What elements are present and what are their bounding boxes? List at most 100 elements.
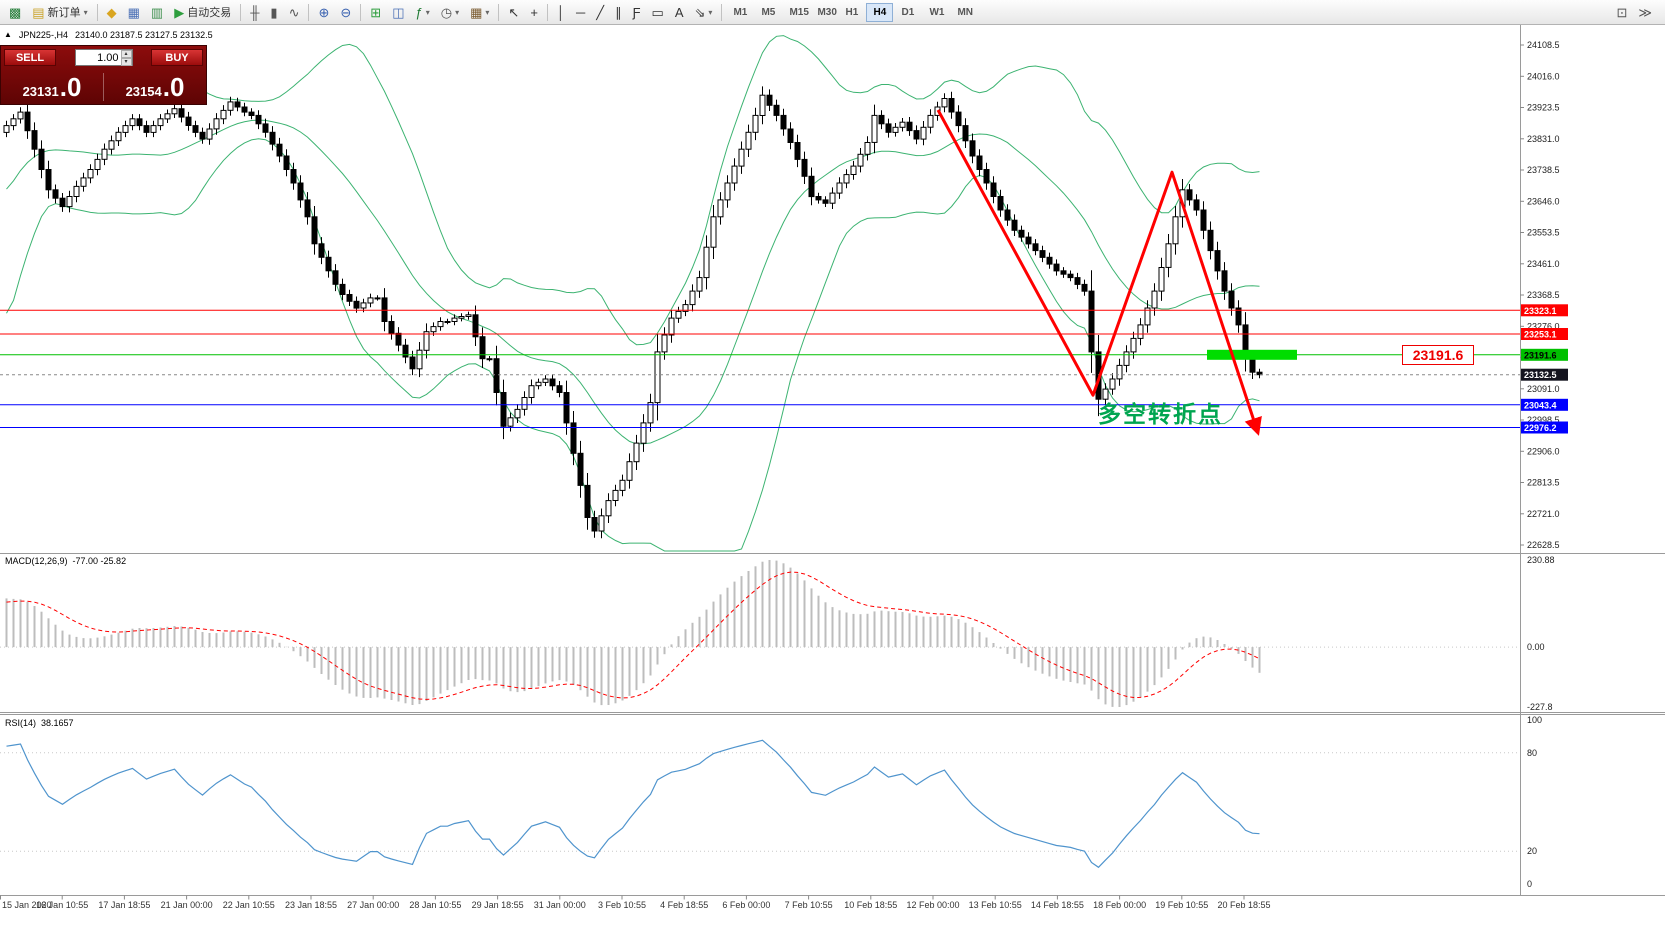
zoom-in-button[interactable]: ⊕ (313, 2, 334, 23)
support-highlight-bar[interactable] (1207, 349, 1297, 360)
volume-down-button[interactable]: ▾ (120, 58, 132, 66)
zoom-out-button[interactable]: ⊖ (335, 2, 356, 23)
bear-candle (563, 392, 570, 424)
price-axis-tag: 23043.4 (1521, 398, 1568, 411)
one-click-trading-toggle-icon[interactable]: ▲ (4, 30, 12, 39)
bull-candle (920, 126, 927, 140)
bull-candle (451, 317, 458, 323)
tile-windows-icon[interactable]: ⊞ (365, 2, 386, 23)
timeframe-mn[interactable]: MN (950, 3, 977, 22)
price-axis-label: 24016.0 (1527, 71, 1560, 81)
price-axis-label: 24108.5 (1527, 40, 1560, 50)
bear-candle (1053, 263, 1060, 272)
autotrading-button[interactable]: ▶ 自动交易 (169, 2, 236, 23)
bull-candle (626, 461, 633, 481)
bear-candle (584, 484, 591, 518)
time-axis-label: 6 Feb 00:00 (722, 900, 770, 910)
new-chart-button[interactable]: ⊡ (1611, 2, 1632, 23)
bull-candle (605, 500, 612, 517)
bull-candle (360, 302, 367, 309)
chart-window[interactable]: 24108.5 24016.0 23923.5 23831.0 23738.5 23646… (0, 25, 1665, 945)
timeframe-m15[interactable]: M15 (782, 3, 809, 22)
chart-svg[interactable]: 24108.5 24016.0 23923.5 23831.0 23738.5 23646… (0, 25, 1665, 945)
ohlc-values: 23140.0 23187.5 23127.5 23132.5 (74, 30, 213, 40)
toolbar-separator (308, 3, 310, 21)
arrows-tool[interactable]: ⇘ ▾ (690, 2, 718, 23)
candlestick-chart-icon[interactable]: ▮ (265, 2, 282, 23)
bear-candle (59, 197, 66, 208)
templates-button[interactable]: ▦ ▾ (465, 2, 494, 23)
bear-candle (801, 158, 808, 177)
bear-candle (304, 199, 311, 218)
channel-tool[interactable]: ∥ (610, 2, 627, 23)
buy-price[interactable]: 23154 .0 (104, 74, 206, 100)
indicators-button[interactable]: ƒ ▾ (411, 2, 435, 23)
trendline-tool[interactable]: ╱ (591, 2, 609, 23)
volume-field[interactable]: 1.00 ▴ ▾ (74, 49, 133, 66)
price-callout-label[interactable]: 23191.6 (1402, 345, 1474, 365)
rsi-value: 38.1657 (41, 718, 74, 728)
bear-candle (24, 111, 31, 132)
shapes-tool[interactable]: ▭ (647, 2, 669, 23)
timeframe-m30[interactable]: M30 (810, 3, 837, 22)
bull-candle (745, 131, 752, 150)
time-axis-label: 16 Jan 10:55 (36, 900, 88, 910)
crosshair-icon: + (530, 4, 538, 20)
bear-candle (38, 148, 45, 170)
text-tool[interactable]: A (670, 2, 689, 23)
bar-chart-icon[interactable]: ╫ (245, 2, 264, 23)
bull-candle (101, 148, 108, 160)
bollinger-middle-band (6, 119, 1260, 445)
bull-candle (10, 118, 17, 127)
marketwatch-icon[interactable]: ◆ (102, 2, 122, 23)
trend-arrow[interactable] (936, 109, 1262, 436)
app-icon[interactable]: ▩ (4, 2, 26, 23)
horizontal-line-tool[interactable]: ─ (571, 2, 590, 23)
bear-candle (185, 116, 192, 126)
bull-candle (731, 165, 738, 184)
crosshair-tool[interactable]: + (525, 2, 543, 23)
navigator-icon[interactable]: ▥ (146, 2, 168, 23)
timeframe-h4[interactable]: H4 (866, 2, 894, 22)
bull-candle (150, 125, 157, 133)
timeframe-m1[interactable]: M1 (726, 3, 753, 22)
vertical-line-tool[interactable]: │ (552, 2, 570, 23)
timeframe-d1[interactable]: D1 (894, 3, 921, 22)
time-axis-label: 14 Feb 18:55 (1031, 900, 1084, 910)
bear-candle (136, 118, 143, 127)
bull-candle (129, 118, 136, 127)
bear-candle (493, 358, 500, 394)
candlestick-chart-icon: ▮ (270, 4, 278, 20)
timeframe-w1[interactable]: W1 (922, 3, 949, 22)
bull-candle (1130, 337, 1137, 353)
bear-candle (178, 108, 185, 118)
timeframe-m5[interactable]: M5 (754, 3, 781, 22)
svg-text:23132.5: 23132.5 (1524, 370, 1557, 380)
periods-button[interactable]: ◷ ▾ (436, 2, 464, 23)
turning-point-annotation[interactable]: 多空转折点 (1098, 401, 1223, 427)
bear-candle (780, 114, 787, 130)
bear-candle (381, 297, 388, 322)
main-toolbar: ▩ ▤ 新订单 ▾ ◆ ▦ ▥ ▶ 自动交易 ╫ ▮ ∿ ⊕ ⊖ ⊞ ◫ ƒ ▾ ◷ ▾ ▦ ▾ ↖ + │ ─ ╱ ∥ Ƒ ▭ A ⇘ ▾ M… (0, 0, 1665, 25)
new-order-button[interactable]: ▤ 新订单 ▾ (27, 2, 92, 23)
bear-candle (822, 199, 829, 204)
buy-button[interactable]: BUY (151, 49, 203, 66)
volume-up-button[interactable]: ▴ (120, 50, 132, 58)
bull-candle (633, 442, 640, 463)
price-axis-tag: 23191.6 (1521, 348, 1568, 361)
toolbar-overflow-button[interactable]: ≫ (1633, 2, 1657, 23)
price-axis[interactable]: 24108.5 24016.0 23923.5 23831.0 23738.5 23646… (1520, 40, 1560, 550)
sell-button[interactable]: SELL (4, 49, 56, 66)
line-chart-icon[interactable]: ∿ (284, 2, 305, 23)
cursor-tool[interactable]: ↖ (503, 2, 524, 23)
sell-price[interactable]: 23131 .0 (1, 74, 103, 100)
volume-value[interactable]: 1.00 (97, 51, 119, 64)
bear-candle (248, 111, 255, 116)
cascade-windows-icon[interactable]: ◫ (387, 2, 409, 23)
fibonacci-tool[interactable]: Ƒ (628, 2, 646, 23)
timeframe-h1[interactable]: H1 (838, 3, 865, 22)
rsi-scale-label: 20 (1527, 846, 1537, 856)
data-window-icon[interactable]: ▦ (123, 2, 145, 23)
navigator-icon: ▥ (150, 4, 164, 20)
